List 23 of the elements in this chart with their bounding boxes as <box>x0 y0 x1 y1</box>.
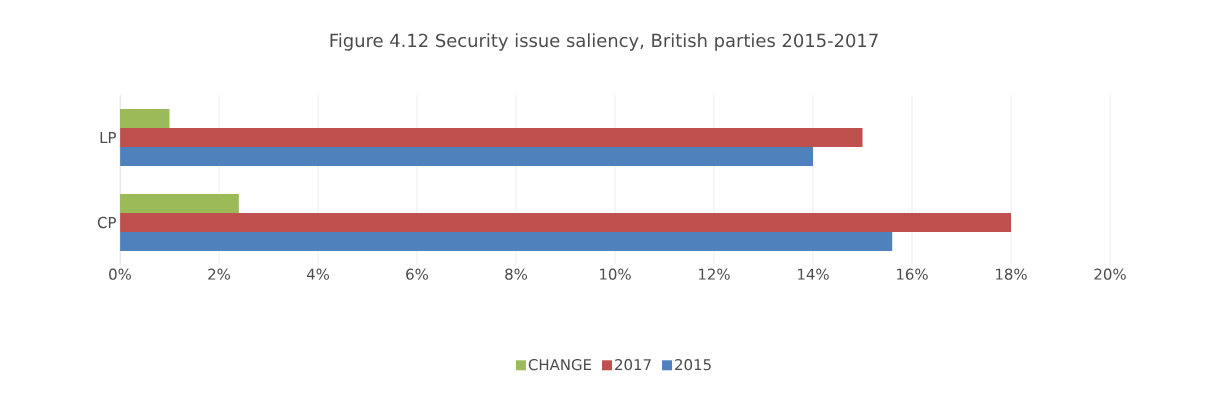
chart-title: Figure 4.12 Security issue saliency, British parties 2015-2017 <box>330 33 878 51</box>
bar <box>120 194 239 213</box>
legend-label: 2015 <box>675 359 711 371</box>
x-tick-label: 18% <box>996 268 1027 280</box>
x-tick-label: 6% <box>406 268 429 280</box>
x-tick-label: 20% <box>1094 268 1126 280</box>
bar <box>120 232 893 251</box>
x-tick-label: 16% <box>897 268 928 280</box>
x-tick-label: 14% <box>798 268 829 280</box>
y-tick-label: LP <box>100 132 116 143</box>
x-tick-label: 8% <box>505 268 528 280</box>
bar <box>120 147 814 166</box>
bar <box>120 128 863 147</box>
x-tick-label: 10% <box>600 268 631 280</box>
x-tick-label: 12% <box>699 268 730 280</box>
legend-label: 2017 <box>615 359 651 371</box>
x-tick-label: 0% <box>109 268 132 280</box>
legend-label: CHANGE <box>528 359 592 371</box>
x-tick-label: 2% <box>208 268 231 280</box>
bar <box>120 213 1012 232</box>
y-tick-label: CP <box>97 216 116 229</box>
x-tick-label: 4% <box>306 268 330 280</box>
bar <box>120 109 170 128</box>
